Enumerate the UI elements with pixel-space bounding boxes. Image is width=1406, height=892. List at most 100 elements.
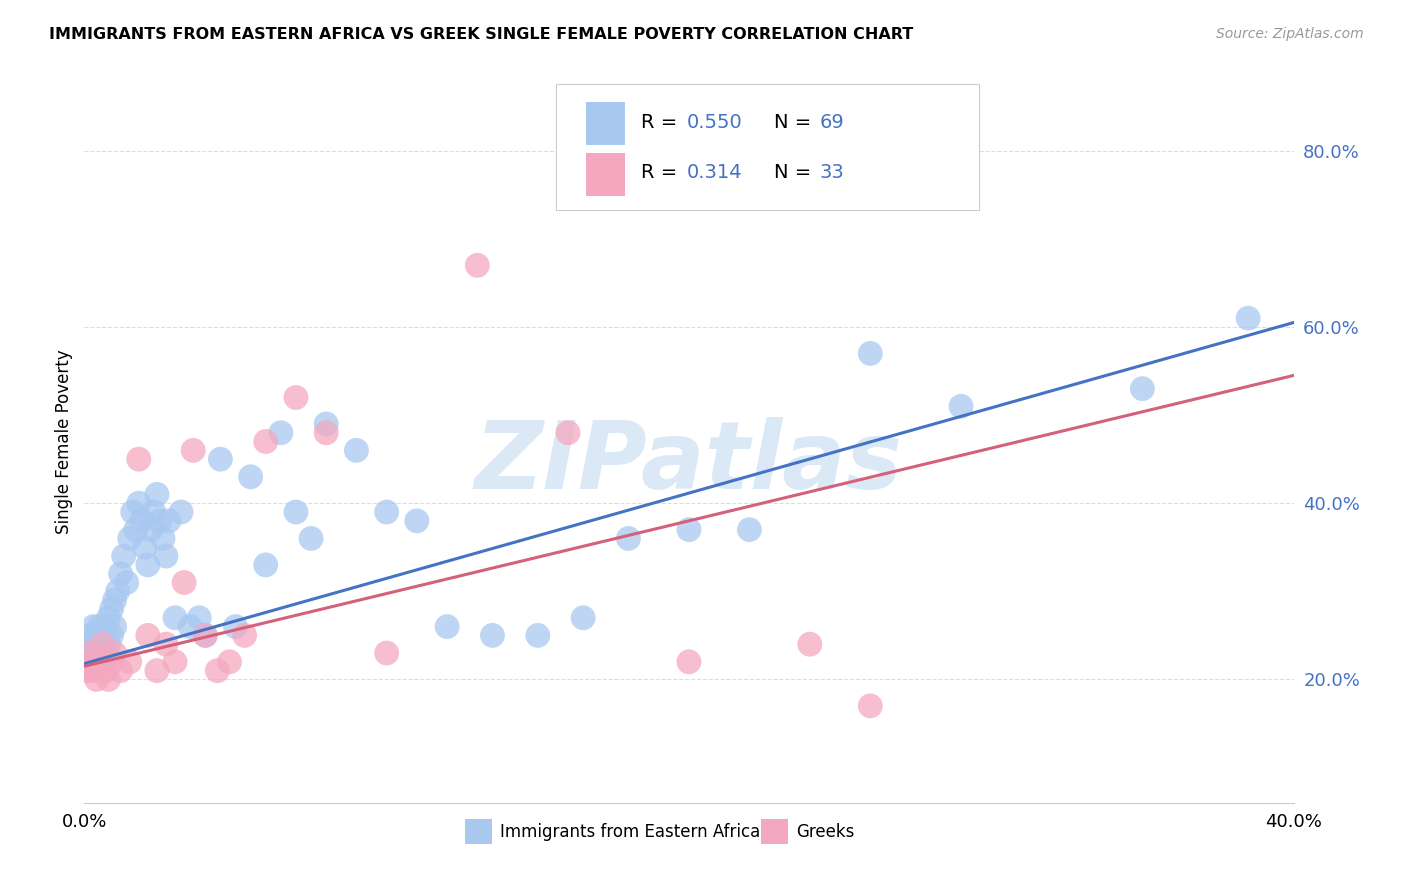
Point [254, 434, 277, 449]
Point [572, 611, 595, 625]
Point [315, 417, 337, 431]
Point [1237, 311, 1260, 326]
Point [89, 637, 111, 651]
Point [86, 646, 108, 660]
Point [139, 523, 162, 537]
Point [950, 399, 973, 413]
Text: 69: 69 [820, 112, 844, 132]
Point [157, 514, 180, 528]
Point [225, 619, 247, 633]
Y-axis label: Single Female Poverty: Single Female Poverty [55, 350, 73, 533]
Point [146, 664, 169, 678]
Point [89, 655, 111, 669]
Point [128, 496, 150, 510]
Point [617, 532, 640, 546]
Point [146, 487, 169, 501]
Point [142, 505, 165, 519]
Point [91, 655, 114, 669]
Point [375, 505, 398, 519]
Point [859, 346, 882, 360]
Point [97, 637, 120, 651]
Point [481, 628, 503, 642]
Point [738, 523, 761, 537]
Point [1130, 382, 1153, 396]
Point [86, 628, 108, 642]
Bar [586, 102, 624, 145]
Text: IMMIGRANTS FROM EASTERN AFRICA VS GREEK SINGLE FEMALE POVERTY CORRELATION CHART: IMMIGRANTS FROM EASTERN AFRICA VS GREEK … [49, 27, 914, 42]
Bar [762, 819, 789, 844]
Point [104, 619, 127, 633]
Point [76, 655, 98, 669]
Point [82, 637, 104, 651]
Point [557, 425, 579, 440]
Point [254, 558, 277, 572]
Point [89, 619, 111, 633]
Point [346, 443, 368, 458]
Point [86, 673, 108, 687]
Point [136, 558, 159, 572]
Point [207, 664, 229, 678]
Point [155, 637, 177, 651]
Text: 0.550: 0.550 [686, 112, 742, 132]
Point [82, 655, 104, 669]
Point [121, 505, 143, 519]
Text: 33: 33 [820, 163, 844, 182]
Point [165, 611, 187, 625]
Point [110, 664, 132, 678]
Point [375, 646, 398, 660]
Text: N =: N = [773, 163, 817, 182]
Point [94, 646, 117, 660]
Text: ZIPatlas: ZIPatlas [475, 417, 903, 509]
Point [94, 664, 117, 678]
Point [112, 549, 135, 563]
Point [165, 655, 187, 669]
Point [285, 391, 308, 405]
Point [209, 452, 232, 467]
Point [125, 523, 148, 537]
Point [76, 655, 98, 669]
Point [82, 664, 104, 678]
Bar [586, 153, 624, 196]
Point [194, 628, 217, 642]
Point [104, 646, 127, 660]
Point [79, 646, 101, 660]
Point [188, 611, 211, 625]
Point [270, 425, 292, 440]
Point [76, 664, 98, 678]
Point [131, 514, 153, 528]
Point [107, 584, 129, 599]
Text: Immigrants from Eastern Africa: Immigrants from Eastern Africa [501, 822, 761, 840]
Text: Source: ZipAtlas.com: Source: ZipAtlas.com [1216, 27, 1364, 41]
Point [100, 628, 122, 642]
Point [173, 575, 195, 590]
Point [97, 611, 120, 625]
Point [118, 532, 141, 546]
Point [100, 602, 122, 616]
Point [79, 628, 101, 642]
Point [118, 655, 141, 669]
Point [76, 637, 98, 651]
Point [436, 619, 458, 633]
Point [89, 646, 111, 660]
Point [859, 698, 882, 713]
Point [181, 443, 204, 458]
Point [128, 452, 150, 467]
Point [100, 655, 122, 669]
Text: Greeks: Greeks [797, 822, 855, 840]
Point [218, 655, 240, 669]
Point [179, 619, 201, 633]
Point [527, 628, 550, 642]
Point [79, 646, 101, 660]
Text: R =: R = [641, 163, 689, 182]
Point [97, 673, 120, 687]
Point [134, 541, 156, 555]
Text: 0.314: 0.314 [686, 163, 742, 182]
Point [170, 505, 193, 519]
Point [155, 549, 177, 563]
Point [91, 637, 114, 651]
Point [82, 619, 104, 633]
Point [152, 532, 174, 546]
Point [91, 637, 114, 651]
Point [315, 425, 337, 440]
Point [678, 655, 700, 669]
